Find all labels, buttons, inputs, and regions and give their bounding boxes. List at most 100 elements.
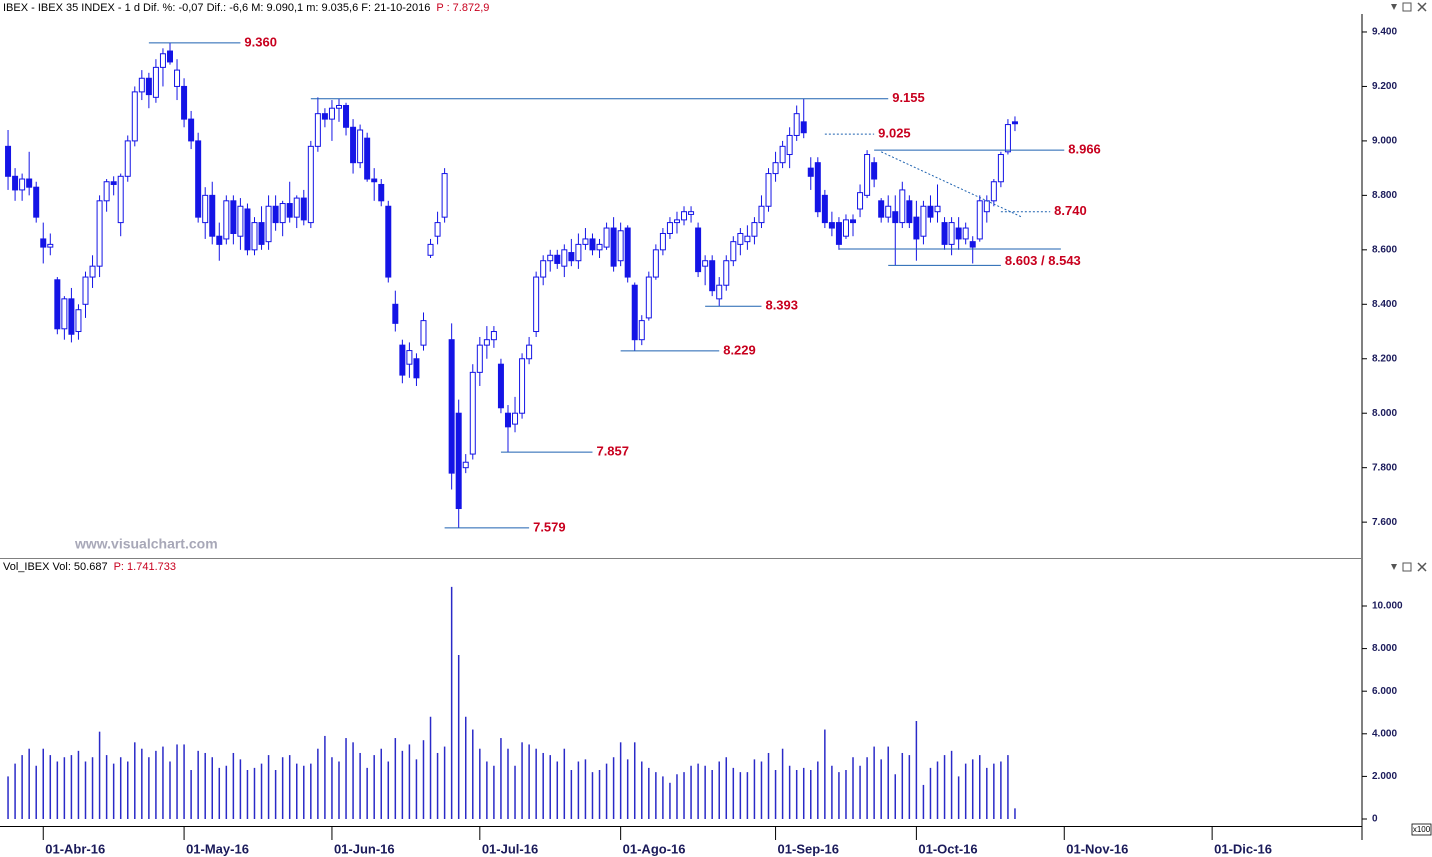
x-tick-label: 01-Jul-16 <box>482 841 538 856</box>
candle-body <box>230 200 237 234</box>
volume-title: Vol_IBEX Vol: 50.687 <box>3 561 108 573</box>
candle-body <box>864 154 871 196</box>
candle-body <box>244 208 251 251</box>
candle-body <box>695 227 702 273</box>
level-label: 8.393 <box>765 298 798 313</box>
candle-body <box>504 412 511 428</box>
candle-body <box>434 222 441 237</box>
candle-body <box>343 104 350 128</box>
close-button[interactable] <box>1417 562 1427 572</box>
candle-body <box>223 200 230 240</box>
candle-body <box>272 205 279 224</box>
collapse-button[interactable] <box>1391 564 1397 570</box>
candle-body <box>892 211 899 224</box>
candle-body <box>913 216 920 240</box>
candle-body <box>47 243 54 248</box>
candle-body <box>483 339 490 346</box>
candle-body <box>96 200 103 267</box>
level-label: 8.740 <box>1054 203 1087 218</box>
y-tick-label: 8.600 <box>1372 244 1397 255</box>
candle-body <box>596 243 603 251</box>
candle-body <box>540 260 547 278</box>
level-label: 9.360 <box>244 34 277 49</box>
candle-body <box>716 284 723 300</box>
restore-button[interactable] <box>1402 2 1412 12</box>
candle-body <box>195 140 202 218</box>
candle-body <box>82 276 89 305</box>
candle-body <box>941 222 948 245</box>
candle-body <box>406 350 413 365</box>
candle-body <box>174 69 181 87</box>
price-title: IBEX - IBEX 35 INDEX - 1 d Dif. %: -0,07… <box>3 2 430 14</box>
candle-body <box>582 238 589 245</box>
candle-body <box>526 344 533 360</box>
candle-body <box>420 320 427 346</box>
x-tick-label: 01-Jun-16 <box>334 841 395 856</box>
candle-body <box>652 249 659 278</box>
candle-body <box>969 241 976 248</box>
candle-body <box>610 227 617 267</box>
level-label: 9.025 <box>878 126 911 141</box>
y-tick-label: 9.000 <box>1372 136 1397 147</box>
candle-body <box>828 222 835 229</box>
candle-body <box>512 412 519 425</box>
candle-body <box>666 222 673 234</box>
candle-body <box>758 205 765 224</box>
candle-body <box>265 205 272 243</box>
candle-body <box>842 219 849 237</box>
candle-body <box>547 254 554 262</box>
x-tick-label: 01-Abr-16 <box>45 841 105 856</box>
y-tick-label: 9.200 <box>1372 81 1397 92</box>
candle-body <box>413 358 420 379</box>
y-tick-label: 6.000 <box>1372 686 1397 697</box>
candle-body <box>441 173 448 218</box>
y-tick-label: 8.400 <box>1372 299 1397 310</box>
candle-body <box>871 162 878 180</box>
candle-body <box>702 260 709 267</box>
candle-body <box>709 260 716 292</box>
candle-body <box>371 178 378 183</box>
candle-body <box>878 200 885 218</box>
candle-body <box>385 205 392 278</box>
y-tick-label: 0 <box>1372 814 1378 825</box>
candle-body <box>314 113 321 147</box>
candle-body <box>835 222 842 245</box>
candle-body <box>117 175 124 224</box>
candle-body <box>335 104 342 109</box>
x-tick-label: 01-Nov-16 <box>1066 841 1128 856</box>
candle-body <box>673 219 680 224</box>
candle-body <box>688 211 695 215</box>
candle-body <box>110 181 117 185</box>
candle-body <box>899 189 906 224</box>
close-button[interactable] <box>1417 2 1427 12</box>
candle-body <box>906 200 913 224</box>
candle-body <box>589 238 596 251</box>
candle-body <box>26 178 33 188</box>
candle-body <box>885 205 892 218</box>
collapse-button[interactable] <box>1391 4 1397 10</box>
candle-body <box>955 227 962 240</box>
candle-body <box>399 344 406 376</box>
candle-body <box>997 154 1004 183</box>
candle-body <box>983 200 990 213</box>
candle-body <box>779 145 786 164</box>
candle-body <box>948 222 955 245</box>
candle-body <box>75 309 82 333</box>
candle-body <box>378 183 385 202</box>
window-buttons[interactable] <box>1391 2 1427 572</box>
candle-body <box>216 235 223 245</box>
candle-body <box>328 107 335 120</box>
restore-button[interactable] <box>1402 562 1412 572</box>
y-tick-label: 8.000 <box>1372 408 1397 419</box>
candle-body <box>61 298 68 330</box>
candle-body <box>990 181 997 202</box>
candle-body <box>976 200 983 240</box>
trend-line <box>880 151 1023 218</box>
candle-body <box>258 222 265 245</box>
candle-body <box>631 284 638 341</box>
y-tick-label: 8.200 <box>1372 353 1397 364</box>
y-tick-label: 7.600 <box>1372 517 1397 528</box>
candle-body <box>145 77 152 96</box>
